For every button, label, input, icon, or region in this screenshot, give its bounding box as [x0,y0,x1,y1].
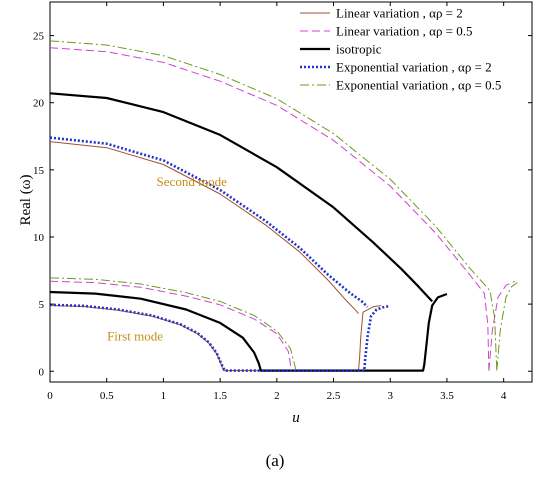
series-line [50,303,391,372]
series-line [50,136,369,308]
series-line [50,92,434,303]
series-line [496,282,518,371]
legend-entry: Exponential variation , αρ = 0.5 [336,78,501,93]
annotation-label: First mode [107,328,163,343]
y-tick-label: 5 [39,299,45,311]
series-3 [50,92,448,372]
x-tick-label: 2.5 [327,390,341,402]
legend-entry: Linear variation , αρ = 0.5 [336,24,473,39]
y-tick-label: 15 [33,165,45,177]
legend: Linear variation , αρ = 2 Linear variatio… [300,6,501,93]
annotation-layer: Second mode First mode [107,174,227,343]
x-tick-label: 4 [501,390,507,402]
series-2 [50,47,516,371]
x-tick-label: 2 [274,390,280,402]
y-tick-label: 20 [33,98,45,110]
figure-caption: (a) [266,451,285,470]
tick-layer: 0 0.5 1 1.5 2 2.5 3 3.5 4 0 5 10 15 20 25 [33,2,532,402]
annotation-label: Second mode [157,174,228,189]
series-line [50,277,297,371]
series-line [50,280,293,371]
y-tick-label: 0 [39,366,45,378]
series-line [488,280,516,371]
x-axis-label: u [292,410,300,426]
series-line [50,40,498,371]
legend-entry: Linear variation , αρ = 2 [336,6,463,21]
series-layer [50,40,518,372]
x-tick-label: 3 [387,390,393,402]
series-line [50,290,448,372]
legend-entry: Exponential variation , αρ = 2 [336,60,492,75]
y-axis-label: Real (ω) [18,174,34,225]
legend-entry: isotropic [336,42,382,57]
series-4 [50,136,391,372]
x-tick-label: 0.5 [100,390,114,402]
series-line [50,47,490,371]
series-line [50,141,359,314]
x-tick-label: 1.5 [213,390,227,402]
y-tick-label: 25 [33,31,45,43]
x-tick-label: 3.5 [440,390,454,402]
y-tick-label: 10 [33,232,45,244]
plot-area [49,1,533,383]
x-tick-label: 0 [47,390,53,402]
series-5 [50,40,518,371]
x-tick-label: 1 [161,390,167,402]
